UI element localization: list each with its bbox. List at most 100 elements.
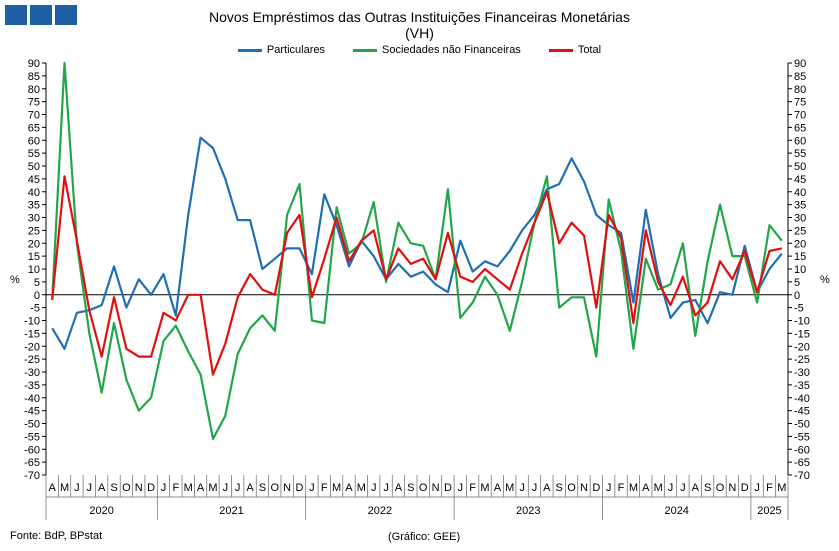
y-tick-label-left: 45 <box>28 174 40 186</box>
x-tick-label: O <box>716 482 725 494</box>
y-tick-label-left: -5 <box>30 303 40 315</box>
legend-item-total: Total <box>548 44 602 56</box>
chart-title-line2: (VH) <box>405 25 434 41</box>
x-tick-label: O <box>419 482 428 494</box>
y-tick-label-left: 5 <box>34 277 40 289</box>
credit-note: (Gráfico: GEE) <box>388 531 461 543</box>
y-tick-label-right: 15 <box>794 251 806 263</box>
x-tick-label: D <box>296 482 304 494</box>
x-tick-label: M <box>777 482 786 494</box>
y-tick-label-right: -30 <box>794 367 810 379</box>
y-tick-label-right: -20 <box>794 341 810 353</box>
year-label: 2023 <box>516 505 540 517</box>
x-tick-label: A <box>197 482 205 494</box>
legend-item-particulares: Particulares <box>237 44 325 56</box>
y-tick-label-right: -70 <box>794 470 810 482</box>
y-tick-label-left: 25 <box>28 225 40 237</box>
y-tick-label-right: -35 <box>794 380 810 392</box>
y-tick-label-right: 60 <box>794 135 806 147</box>
y-tick-label-left: -35 <box>24 380 40 392</box>
y-tick-label-left: -40 <box>24 393 40 405</box>
y-tick-label-left: 20 <box>28 238 40 250</box>
x-tick-label: M <box>332 482 341 494</box>
y-axis-label-left: % <box>10 274 20 286</box>
chart-title-line1: Novos Empréstimos das Outras Instituiçõe… <box>209 9 630 25</box>
x-tick-label: N <box>135 482 143 494</box>
y-tick-label-right: -65 <box>794 457 810 469</box>
x-tick-label: M <box>208 482 217 494</box>
y-tick-label-right: 20 <box>794 238 806 250</box>
y-tick-label-right: -15 <box>794 328 810 340</box>
x-tick-label: A <box>345 482 353 494</box>
y-tick-label-right: -55 <box>794 431 810 443</box>
x-tick-label: M <box>505 482 514 494</box>
y-tick-label-left: -55 <box>24 431 40 443</box>
x-tick-label: J <box>668 482 674 494</box>
y-tick-label-right: 55 <box>794 148 806 160</box>
x-tick-label: J <box>87 482 93 494</box>
source-note: Fonte: BdP, BPstat <box>10 530 103 542</box>
y-tick-label-left: 35 <box>28 200 40 212</box>
chart-legend: Particulares Sociedades não Financeiras … <box>0 44 839 56</box>
y-tick-label-left: 0 <box>34 290 40 302</box>
logo-square <box>30 5 52 25</box>
legend-swatch <box>353 48 377 52</box>
y-tick-label-right: -5 <box>794 303 804 315</box>
y-tick-label-right: 35 <box>794 200 806 212</box>
x-tick-label: N <box>728 482 736 494</box>
x-tick-label: J <box>606 482 612 494</box>
year-label: 2020 <box>89 505 113 517</box>
x-tick-label: N <box>432 482 440 494</box>
y-tick-label-right: 85 <box>794 71 806 83</box>
legend-label: Total <box>577 44 602 56</box>
y-tick-label-left: 85 <box>28 71 40 83</box>
x-tick-label: M <box>654 482 663 494</box>
x-tick-label: A <box>543 482 551 494</box>
y-tick-label-right: 90 <box>794 58 806 70</box>
y-tick-label-left: 75 <box>28 97 40 109</box>
x-tick-label: N <box>283 482 291 494</box>
x-tick-label: M <box>60 482 69 494</box>
year-label: 2021 <box>219 505 243 517</box>
x-tick-label: O <box>567 482 576 494</box>
x-tick-label: J <box>519 482 525 494</box>
x-tick-label: S <box>556 482 563 494</box>
y-tick-label-right: 5 <box>794 277 800 289</box>
x-tick-label: J <box>74 482 80 494</box>
y-tick-label-right: 80 <box>794 84 806 96</box>
y-tick-label-right: -25 <box>794 354 810 366</box>
y-tick-label-left: 70 <box>28 110 40 122</box>
y-tick-label-left: -45 <box>24 406 40 418</box>
y-axis-label-right: % <box>820 274 830 286</box>
x-tick-label: J <box>458 482 464 494</box>
y-tick-label-left: -25 <box>24 354 40 366</box>
legend-item-sociedades: Sociedades não Financeiras <box>353 44 521 56</box>
x-tick-label: J <box>223 482 229 494</box>
y-tick-label-right: -50 <box>794 419 810 431</box>
y-tick-label-left: 90 <box>28 58 40 70</box>
x-tick-label: A <box>642 482 650 494</box>
x-tick-label: J <box>383 482 389 494</box>
y-tick-label-left: 10 <box>28 264 40 276</box>
x-tick-label: J <box>532 482 538 494</box>
y-tick-label-left: 60 <box>28 135 40 147</box>
y-tick-label-left: 30 <box>28 213 40 225</box>
series-line-0 <box>51 136 783 350</box>
legend-label: Particulares <box>266 44 325 56</box>
y-tick-label-right: -10 <box>794 316 810 328</box>
logo-square <box>55 5 77 25</box>
x-tick-label: J <box>754 482 760 494</box>
y-tick-label-right: 25 <box>794 225 806 237</box>
chart-title: Novos Empréstimos das Outras Instituiçõe… <box>0 9 839 41</box>
x-tick-label: M <box>357 482 366 494</box>
x-tick-label: D <box>147 482 155 494</box>
y-tick-label-right: -45 <box>794 406 810 418</box>
x-tick-label: O <box>271 482 280 494</box>
x-tick-label: D <box>592 482 600 494</box>
x-tick-label: J <box>235 482 241 494</box>
series-line-1 <box>51 61 783 440</box>
legend-swatch <box>237 48 262 52</box>
y-tick-label-right: 70 <box>794 110 806 122</box>
y-tick-label-right: 10 <box>794 264 806 276</box>
